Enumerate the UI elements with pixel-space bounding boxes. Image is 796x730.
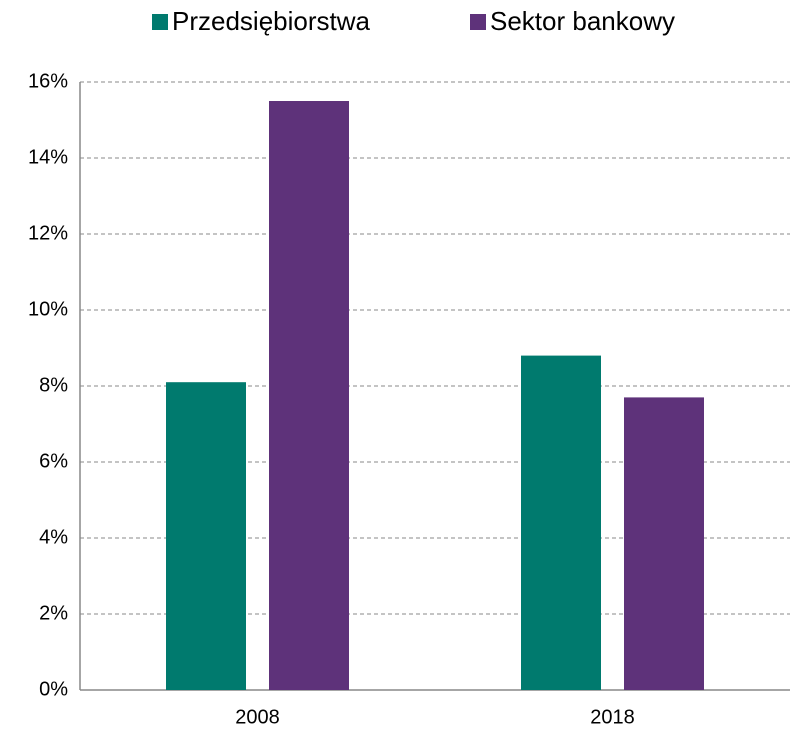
y-tick-label: 2% — [39, 602, 68, 624]
y-tick-label: 6% — [39, 450, 68, 472]
y-tick-label: 4% — [39, 526, 68, 548]
legend-label: Przedsiębiorstwa — [172, 6, 371, 36]
bar — [166, 382, 246, 690]
legend-swatch — [152, 14, 168, 30]
bar — [521, 355, 601, 690]
y-tick-label: 10% — [28, 298, 68, 320]
y-tick-label: 14% — [28, 146, 68, 168]
legend-swatch — [470, 14, 486, 30]
legend-label: Sektor bankowy — [490, 6, 675, 36]
x-tick-label: 2008 — [235, 706, 280, 728]
y-tick-label: 0% — [39, 678, 68, 700]
y-tick-label: 12% — [28, 222, 68, 244]
y-tick-label: 16% — [28, 70, 68, 92]
bar — [624, 397, 704, 690]
y-tick-label: 8% — [39, 374, 68, 396]
bar — [269, 101, 349, 690]
x-tick-label: 2018 — [590, 706, 635, 728]
